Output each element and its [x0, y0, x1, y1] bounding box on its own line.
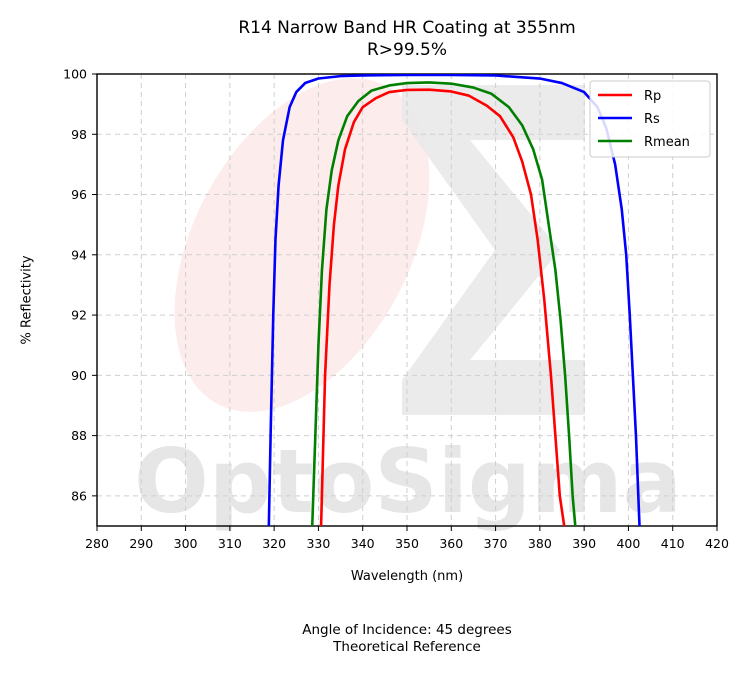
series-line-rp [319, 88, 566, 526]
legend-box [589, 80, 711, 158]
x-tick-label: 280 [85, 536, 109, 551]
x-tick-label: 300 [174, 536, 198, 551]
chart-title: R14 Narrow Band HR Coating at 355nm [238, 18, 576, 38]
y-tick-label: 92 [71, 308, 87, 323]
axis-ticks: 280 290 300 310 320 330 340 350 360 370 380 390 400 4… [63, 67, 729, 552]
x-tick-label: 410 [661, 536, 685, 551]
x-tick-label: 400 [616, 536, 640, 551]
x-tick-label: 370 [484, 536, 508, 551]
y-tick-label: 96 [71, 187, 87, 202]
footer-reference: Theoretical Reference [333, 639, 481, 655]
legend-label-rmean: Rmean [644, 135, 690, 150]
watermark-ellipse [174, 78, 430, 412]
x-axis-label: Wavelength (nm) [350, 569, 464, 584]
legend-label-rs: Rs [644, 112, 660, 127]
legend-label-rp: Rp [644, 89, 661, 104]
y-tick-label: 100 [63, 67, 87, 82]
x-tick-label: 390 [572, 536, 596, 551]
y-tick-label: 94 [71, 247, 87, 262]
watermark-text: OptoSigma [134, 430, 682, 533]
series-lines [267, 74, 641, 526]
y-tick-label: 86 [71, 488, 87, 503]
x-tick-label: 330 [306, 536, 330, 551]
legend: Rp Rs Rmean [589, 80, 711, 158]
y-tick-label: 88 [71, 428, 87, 443]
x-tick-label: 310 [218, 536, 242, 551]
chart-subtitle: R>99.5% [366, 40, 448, 60]
x-tick-label: 320 [262, 536, 286, 551]
y-axis-label: % Reflectivity [19, 255, 35, 345]
x-tick-label: 290 [129, 536, 153, 551]
series-line-rmean [310, 81, 577, 526]
watermark-sigma [402, 85, 585, 415]
series-line-rs [267, 74, 641, 526]
x-tick-label: 360 [439, 536, 463, 551]
watermark-logo: OptoSigma [134, 78, 682, 533]
footer-angle: Angle of Incidence: 45 degrees [302, 622, 512, 638]
x-tick-label: 340 [351, 536, 375, 551]
x-tick-label: 350 [395, 536, 419, 551]
y-tick-label: 90 [71, 368, 87, 383]
y-tick-label: 98 [71, 127, 87, 142]
x-tick-label: 420 [705, 536, 729, 551]
x-tick-label: 380 [528, 536, 552, 551]
